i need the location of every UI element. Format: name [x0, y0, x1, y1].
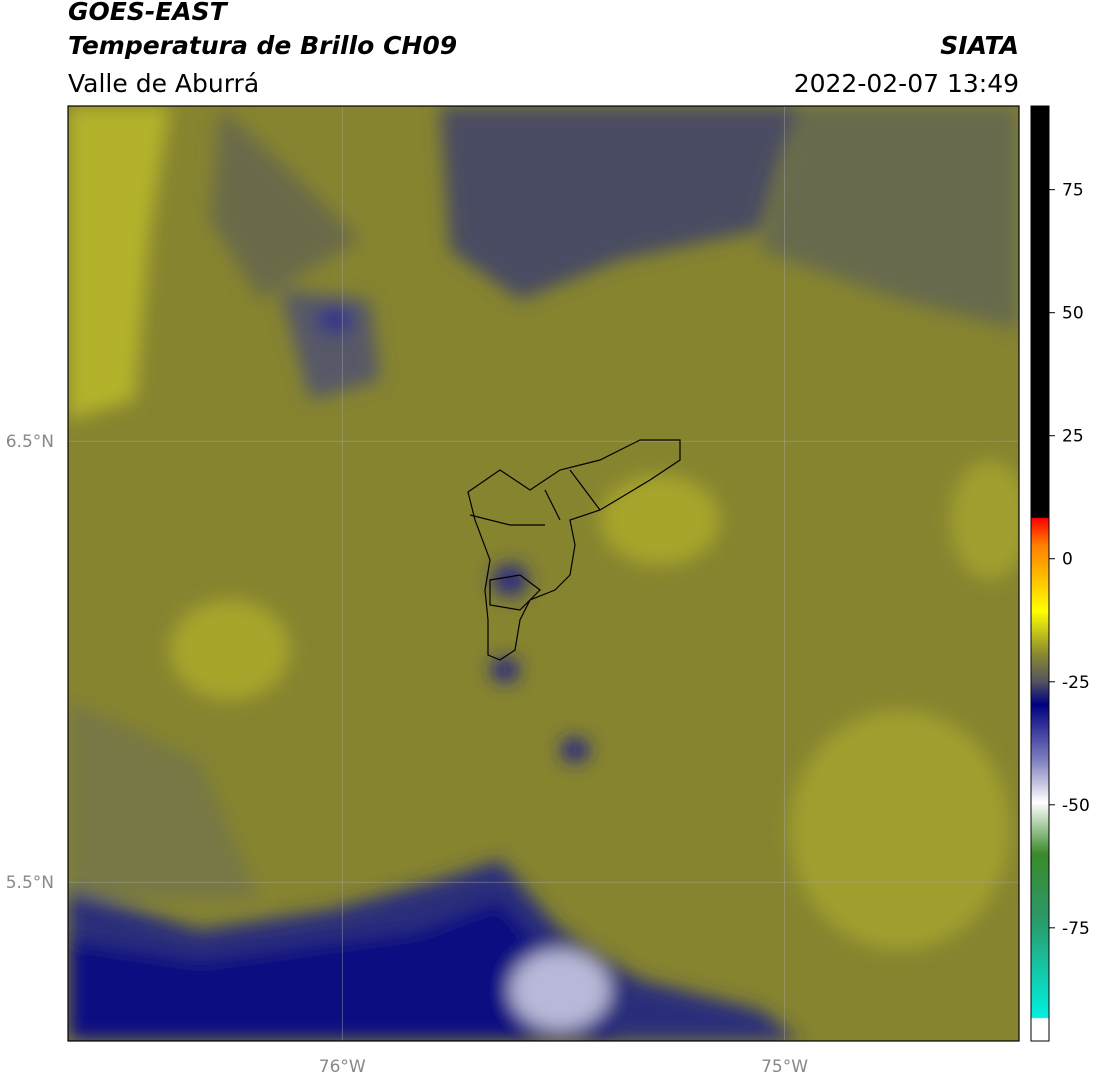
map-frame: [67, 105, 1020, 1042]
graticule: [68, 106, 1019, 1041]
subtitle: Temperatura de Brillo CH09: [68, 31, 457, 60]
datetime: 2022-02-07 13:49: [794, 69, 1019, 98]
colorbar-tick-label: 75: [1062, 181, 1084, 201]
region: Valle de Aburrá: [68, 69, 259, 98]
title: GOES-EAST: [68, 0, 229, 26]
map-field: [68, 106, 1019, 1041]
colorbar-tick-label: -75: [1062, 919, 1090, 939]
lon-label: 76°W: [319, 1057, 366, 1077]
colorbar-tick-label: 0: [1062, 550, 1073, 570]
colorbar: [1030, 105, 1050, 1042]
lon-label: 75°W: [761, 1057, 808, 1077]
colorbar-tick-label: -50: [1062, 796, 1090, 816]
colorbar-tick-label: -25: [1062, 673, 1090, 693]
colorbar-tick-label: 25: [1062, 427, 1084, 447]
colorbar-tick-label: 50: [1062, 304, 1084, 324]
lat-label: 6.5°N: [6, 432, 54, 452]
lat-label: 5.5°N: [6, 873, 54, 893]
valley-outline: [467, 439, 681, 661]
source: SIATA: [940, 31, 1019, 60]
